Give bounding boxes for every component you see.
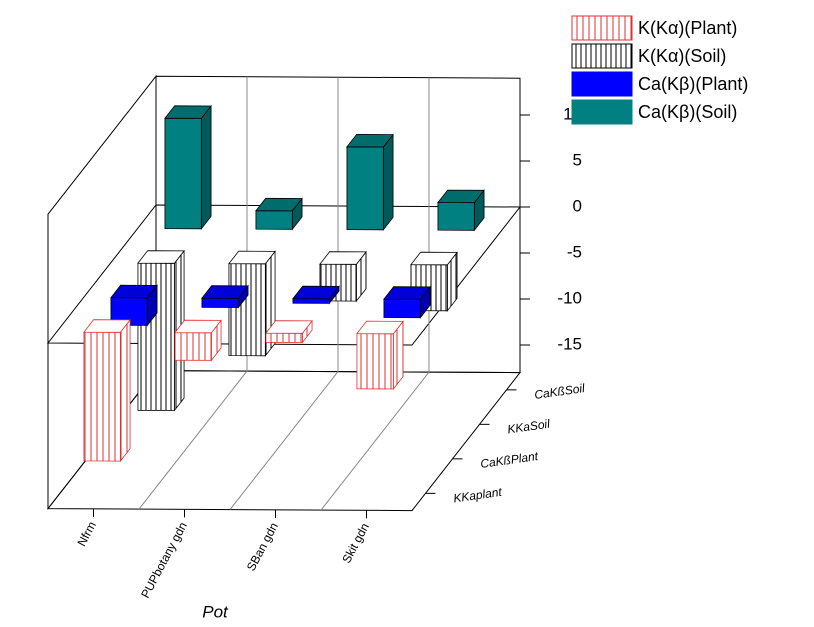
legend-swatch [571,99,633,125]
bar [255,197,303,231]
bar [356,320,404,391]
bar-front [228,263,266,357]
bar-top [255,197,303,212]
depth-tick-label: KKaSoil [506,417,551,437]
x-tick-label: Skit gdn [339,521,372,566]
bar-top [437,189,485,204]
depth-tick-label: CaKßPlant [479,449,539,471]
z-tick-label: -10 [557,288,582,307]
x-tick-label: SBan gdn [244,520,281,573]
bar-top [83,319,131,333]
legend-label: Ca(Kβ)(Plant) [638,74,748,94]
bar-top [292,285,340,300]
bar-front [356,333,394,390]
x-axis-title: Pot [202,602,229,621]
legend: K(Kα)(Plant) K(Kα)(Soil) Ca(Kβ)(Plant) Ca(K… [571,15,748,125]
z-tick-label: -5 [567,242,582,261]
bar [228,250,276,357]
bar-front [83,331,121,462]
legend-label: K(Kα)(Soil) [638,46,726,66]
bar-side [382,133,394,231]
x-tick-label: PUPbotany gdn [138,520,190,601]
legend-label: K(Kα)(Plant) [638,18,737,38]
bar-top [137,250,185,264]
bar-top [410,251,458,266]
legend-swatch [571,43,633,69]
floor-grid-line [320,371,430,511]
bar-top [110,284,158,299]
bar-top [383,286,431,300]
bar-top [356,320,404,335]
x-tick-label: Nfrm [74,519,99,549]
legend-swatch [571,15,633,41]
bar [346,133,394,231]
z-tick-label: 5 [573,150,582,169]
bar-front [383,298,421,319]
legend-label: Ca(Kβ)(Soil) [638,102,737,122]
bar [383,285,431,319]
bar-side [119,318,131,463]
bar [437,189,485,232]
bar-top [346,133,394,148]
bar-top [174,319,222,334]
bar [292,285,340,305]
bar-top [228,250,276,265]
bar [201,284,249,309]
bar-front [255,210,293,230]
bar [174,319,222,362]
bar-front [201,297,239,308]
bar-front [437,202,475,231]
bar-top [265,320,313,334]
bar-front [174,332,212,361]
floor-grid-line [229,371,339,510]
bar-front [164,117,202,230]
bar-front [346,146,384,231]
bar-front [292,298,330,304]
floor-grid-line [138,370,248,510]
bar-front [265,332,303,343]
z-tick-label: -15 [557,334,582,353]
z-tick-label: 0 [573,196,582,215]
bar [164,104,212,230]
bar-top [319,251,367,265]
legend-swatch [571,71,633,97]
bar-top [201,285,249,299]
bar-side [200,104,212,230]
bar [110,284,158,327]
bar [265,319,313,344]
depth-tick-label: KKaplant [452,485,503,506]
depth-tick-label: CaKßSoil [533,381,585,402]
bar-top [164,105,212,119]
bar [83,318,131,463]
